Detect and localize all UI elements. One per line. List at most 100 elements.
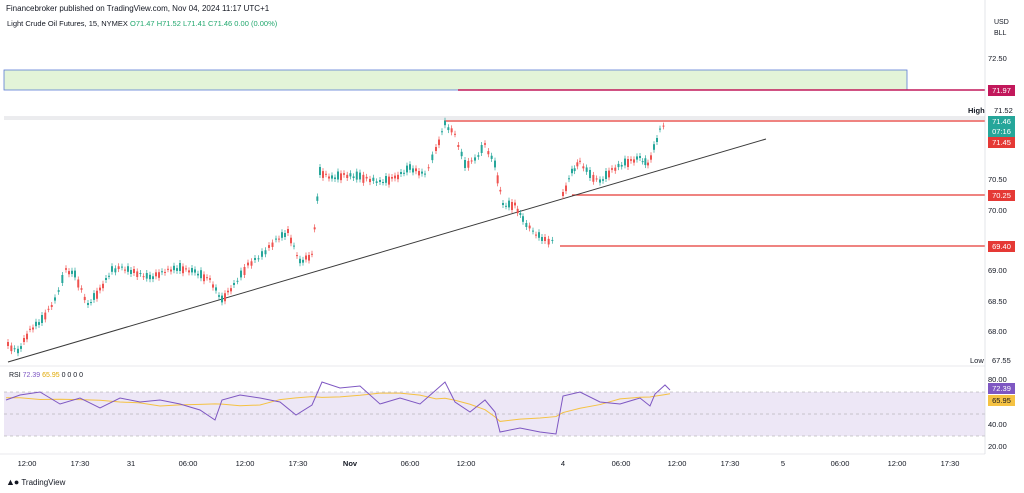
candle-body xyxy=(431,154,434,161)
candle-body xyxy=(352,176,355,178)
candle-body xyxy=(538,232,540,238)
candle-body xyxy=(641,161,644,163)
rsi-axis-label: 80.00 xyxy=(988,375,1007,384)
rsi-legend[interactable]: RSI 72.39 65.95 0 0 0 0 xyxy=(9,372,83,379)
candle-body xyxy=(50,305,53,307)
level-tag-3: 69.40 xyxy=(988,241,1015,252)
candle-body xyxy=(375,181,378,183)
time-axis-label: 12:00 xyxy=(667,459,687,468)
candle-body xyxy=(224,293,226,302)
candle-body xyxy=(80,288,83,290)
candle-body xyxy=(41,315,43,323)
resistance-tag: 71.97 xyxy=(988,85,1015,96)
ohlc-close: C71.46 xyxy=(208,19,233,28)
rsi-axis-label: 20.00 xyxy=(988,442,1007,451)
candle-body xyxy=(325,173,327,175)
candle-body xyxy=(424,173,426,175)
symbol-legend[interactable]: Light Crude Oil Futures, 15, NYMEX O71.4… xyxy=(7,19,277,28)
candle-body xyxy=(275,238,277,240)
candle-body xyxy=(454,133,456,135)
candle-body xyxy=(117,266,120,270)
candle-body xyxy=(496,175,499,184)
candle-body xyxy=(233,283,235,285)
candle-body xyxy=(47,308,50,310)
candle-body xyxy=(271,242,274,247)
candle-body xyxy=(349,173,352,177)
candle-body xyxy=(565,185,567,192)
candle-body xyxy=(617,163,620,168)
candle-body xyxy=(636,156,638,160)
candle-body xyxy=(296,255,298,257)
candle-body xyxy=(362,174,365,183)
candle-body xyxy=(397,174,399,180)
candle-body xyxy=(77,279,80,288)
candle-body xyxy=(302,259,304,263)
candle-body xyxy=(418,171,420,176)
candle-body xyxy=(71,270,73,274)
time-axis-label: 17:30 xyxy=(288,459,308,468)
candle-body xyxy=(535,234,537,236)
candle-body xyxy=(441,131,443,133)
candle-body xyxy=(149,274,151,280)
rsi-band xyxy=(4,392,985,436)
ohlc-open: O71.47 xyxy=(129,19,155,28)
candle-body xyxy=(505,205,507,207)
candle-body xyxy=(65,268,67,270)
candle-body xyxy=(653,144,655,150)
candle-body xyxy=(182,266,184,274)
price-axis-label: 71.52 xyxy=(994,106,1013,115)
candle-body xyxy=(293,245,295,247)
currency-unit-label[interactable]: USD BLL xyxy=(994,17,1009,39)
candle-body xyxy=(379,180,381,182)
time-axis-label: Nov xyxy=(342,459,358,468)
candle-body xyxy=(155,272,157,277)
candle-body xyxy=(170,269,172,272)
candle-body xyxy=(221,295,223,303)
candle-body xyxy=(406,165,408,173)
time-axis-label: 12:00 xyxy=(456,459,476,468)
candle-body xyxy=(23,338,25,342)
currency-label: USD xyxy=(994,19,1009,26)
candlestick-series xyxy=(7,117,665,357)
candle-body xyxy=(230,288,232,292)
candle-body xyxy=(164,271,166,273)
candle-body xyxy=(630,159,632,161)
candle-body xyxy=(136,271,139,277)
time-axis-label: 12:00 xyxy=(235,459,255,468)
candle-body xyxy=(13,348,16,350)
time-axis-label: 5 xyxy=(780,459,786,468)
candle-body xyxy=(264,250,267,255)
publisher-caption: Financebroker published on TradingView.c… xyxy=(6,4,270,13)
candle-body xyxy=(322,171,324,178)
candle-body xyxy=(7,342,9,346)
candle-body xyxy=(365,176,368,179)
candle-body xyxy=(624,158,626,166)
ohlc-low: L71.41 xyxy=(182,19,206,28)
candle-body xyxy=(435,147,437,151)
candle-body xyxy=(516,208,519,214)
candle-body xyxy=(127,266,129,272)
candle-body xyxy=(470,160,473,162)
candle-body xyxy=(608,170,610,178)
candle-body xyxy=(427,167,430,169)
candle-body xyxy=(571,168,573,174)
tradingview-logo[interactable]: ▲● TradingView xyxy=(6,477,65,487)
candle-body xyxy=(268,245,270,248)
trend-line[interactable] xyxy=(7,138,767,363)
rsi-line xyxy=(5,381,671,435)
candle-body xyxy=(541,237,543,241)
candle-body xyxy=(394,175,396,179)
candle-body xyxy=(99,287,101,291)
candle-body xyxy=(215,287,217,291)
candle-body xyxy=(35,321,37,327)
candle-body xyxy=(403,172,405,174)
price-axis-label: 70.50 xyxy=(988,175,1007,184)
time-axis-label: 17:30 xyxy=(940,459,960,468)
rsi-params: 0 0 0 0 xyxy=(61,372,84,379)
candle-body xyxy=(206,277,208,279)
tradingview-logo-icon: ▲● xyxy=(6,477,19,487)
candle-body xyxy=(359,172,361,180)
candle-body xyxy=(343,173,345,175)
candle-body xyxy=(185,268,187,270)
